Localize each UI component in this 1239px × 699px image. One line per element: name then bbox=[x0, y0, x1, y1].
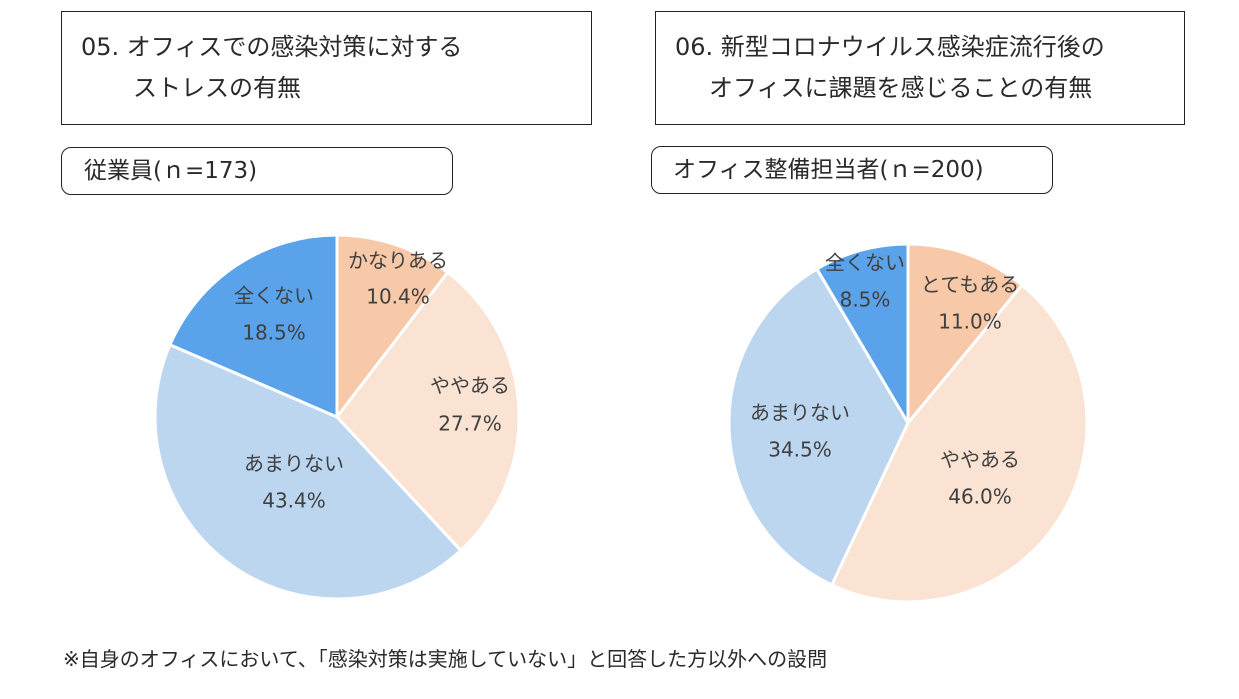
footnote: ※自身のオフィスにおいて、「感染対策は実施していない」と回答した方以外への設問 bbox=[63, 647, 828, 671]
chart-1-slice-3 bbox=[153, 343, 463, 601]
chart-2-slice-4-value: 8.5% bbox=[840, 288, 891, 312]
chart-2-slice-1 bbox=[906, 242, 1024, 425]
chart-2-slice-2-value: 46.0% bbox=[948, 485, 1012, 509]
chart-1-sample-label: 従業員(ｎ=173) bbox=[61, 147, 453, 195]
chart-2-title-line-1: 06. 新型コロナウイルス感染症流行後の bbox=[675, 33, 1105, 61]
chart-1-slice-2 bbox=[335, 270, 521, 552]
chart-1-slice-3-value: 43.4% bbox=[262, 489, 326, 513]
chart-2-sample-label: オフィス整備担当者(ｎ=200) bbox=[651, 146, 1053, 194]
chart-1-slice-1-value: 10.4% bbox=[366, 285, 430, 309]
chart-1-slice-4-value: 18.5% bbox=[242, 321, 306, 345]
chart-1-title-box: 05. オフィスでの感染対策に対する ストレスの有無 bbox=[61, 11, 592, 125]
chart-1-slice-3-label: あまりない bbox=[244, 452, 344, 476]
chart-1-slice-4 bbox=[168, 233, 339, 419]
chart-2-slice-1-value: 11.0% bbox=[938, 310, 1002, 334]
chart-2-title-line-2: オフィスに課題を感じることの有無 bbox=[709, 74, 1093, 102]
chart-2-slice-2-label: ややある bbox=[940, 448, 1020, 472]
chart-2-slice-1-label: とてもある bbox=[921, 273, 1019, 297]
chart-2-slice-3-label: あまりない bbox=[750, 401, 850, 425]
chart-2-slice-3-value: 34.5% bbox=[768, 438, 832, 462]
chart-1-slice-4-label: 全くない bbox=[234, 284, 314, 308]
chart-1-title-line-1: 05. オフィスでの感染対策に対する bbox=[81, 33, 463, 61]
chart-1-slice-1 bbox=[335, 233, 450, 419]
chart-2-slice-4-label: 全くない bbox=[825, 251, 905, 275]
chart-2-slice-4 bbox=[815, 242, 910, 425]
chart-1-slice-2-label: ややある bbox=[430, 374, 510, 398]
chart-2-title-box: 06. 新型コロナウイルス感染症流行後の オフィスに課題を感じることの有無 bbox=[655, 11, 1185, 125]
chart-1-title-line-2: ストレスの有無 bbox=[133, 74, 301, 102]
chart-1-slice-1-label: かなりある bbox=[348, 249, 448, 273]
chart-2-slice-2 bbox=[830, 283, 1089, 604]
chart-1-slice-2-value: 27.7% bbox=[438, 412, 502, 436]
